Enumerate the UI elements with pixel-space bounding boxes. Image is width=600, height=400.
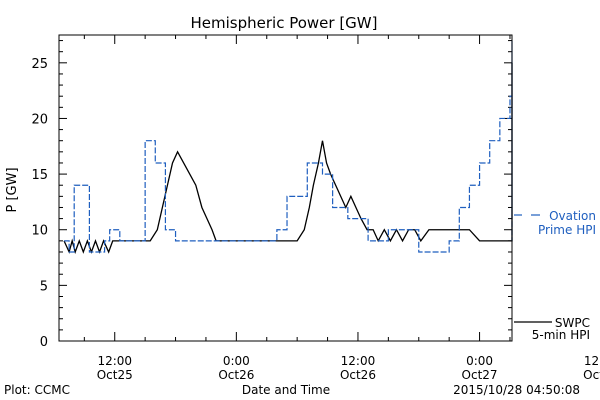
x-tick-date-label: Oct26 (340, 368, 376, 382)
x-axis-ticks: 12:00Oct250:00Oct2612:00Oct260:00Oct2712… (83, 35, 600, 382)
plot-credit: Plot: CCMC (4, 383, 70, 397)
x-tick-time-label: 12:00 (584, 354, 600, 368)
legend-ovation-label: Ovation (549, 209, 596, 223)
x-tick-time-label: 12:00 (97, 354, 132, 368)
y-tick-label: 0 (40, 335, 48, 350)
x-tick-time-label: 12:00 (341, 354, 376, 368)
plot-timestamp: 2015/10/28 04:50:08 (453, 383, 580, 397)
legend-swpc-label: 5-min HPI (532, 328, 590, 342)
y-tick-label: 15 (31, 168, 48, 183)
x-tick-time-label: 0:00 (223, 354, 250, 368)
x-tick-date-label: Oct27 (583, 368, 600, 382)
x-tick-date-label: Oct26 (218, 368, 254, 382)
legend-ovation-label: Prime HPI (538, 223, 596, 237)
legend-swpc-label: SWPC (555, 316, 590, 330)
x-tick-date-label: Oct27 (462, 368, 498, 382)
y-tick-label: 10 (31, 224, 48, 239)
y-tick-label: 25 (31, 57, 48, 72)
x-axis-title: Date and Time (242, 383, 330, 397)
x-tick-time-label: 0:00 (466, 354, 493, 368)
chart-title: Hemispheric Power [GW] (191, 14, 378, 32)
y-axis-ticks: 0 5 10 15 20 25 (31, 40, 512, 350)
y-axis-title: P [GW] (5, 167, 20, 212)
x-tick-date-label: Oct25 (97, 368, 133, 382)
y-tick-label: 20 (31, 112, 48, 127)
plot-frame (58, 34, 513, 342)
y-tick-label: 5 (40, 279, 48, 294)
